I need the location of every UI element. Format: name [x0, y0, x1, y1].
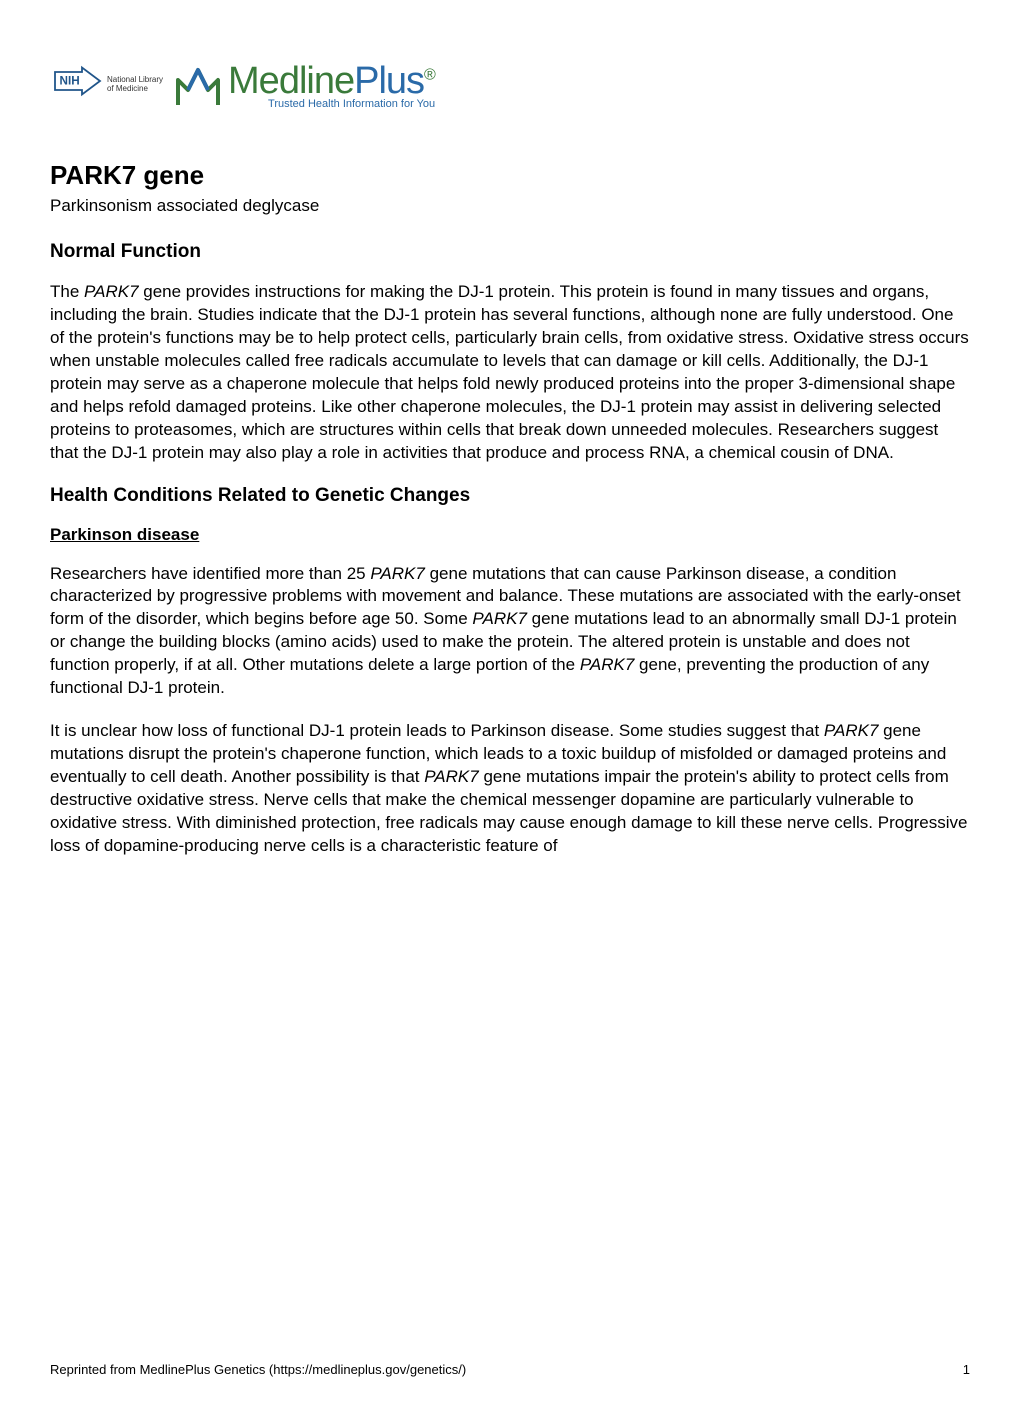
nf-para1-post: gene provides instructions for making th… [50, 282, 969, 462]
hc-para1-pre: Researchers have identified more than 25 [50, 564, 370, 583]
nf-para1-gene: PARK7 [84, 282, 139, 301]
health-conditions-heading: Health Conditions Related to Genetic Cha… [50, 485, 970, 507]
medlineplus-title: MedlinePlus® [228, 60, 435, 103]
hc-para1-gene3: PARK7 [580, 655, 635, 674]
health-conditions-para2: It is unclear how loss of functional DJ-… [50, 720, 970, 858]
nf-para1-pre: The [50, 282, 84, 301]
hc-para1-gene2: PARK7 [472, 609, 527, 628]
medlineplus-logo: MedlinePlus® Trusted Health Information … [173, 60, 435, 110]
health-conditions-para1: Researchers have identified more than 25… [50, 563, 970, 701]
normal-function-heading: Normal Function [50, 241, 970, 263]
nih-library-label: National Library of Medicine [107, 76, 163, 94]
hc-para2-pre: It is unclear how loss of functional DJ-… [50, 721, 824, 740]
logo-container: NIH National Library of Medicine Medline… [50, 60, 970, 110]
footer-page-number: 1 [963, 1362, 970, 1377]
page-title: PARK7 gene [50, 160, 970, 191]
nih-label-line2: of Medicine [107, 85, 163, 94]
footer-source: Reprinted from MedlinePlus Genetics (htt… [50, 1362, 466, 1377]
medlineplus-text-group: MedlinePlus® Trusted Health Information … [228, 60, 435, 110]
hc-para2-gene1: PARK7 [824, 721, 879, 740]
mp-name-part1: Medline [228, 60, 354, 102]
hc-para2-gene2: PARK7 [424, 767, 479, 786]
hc-para1-gene1: PARK7 [370, 564, 425, 583]
nih-logo-icon: NIH [50, 63, 105, 108]
footer: Reprinted from MedlinePlus Genetics (htt… [0, 1362, 1020, 1377]
medlineplus-icon [173, 60, 223, 110]
mp-name-part2: Plus [354, 60, 424, 102]
parkinson-subheading: Parkinson disease [50, 525, 970, 545]
normal-function-para1: The PARK7 gene provides instructions for… [50, 281, 970, 465]
svg-text:NIH: NIH [60, 74, 80, 87]
page-subtitle: Parkinsonism associated deglycase [50, 196, 970, 216]
mp-registered: ® [424, 66, 435, 83]
medlineplus-tagline: Trusted Health Information for You [268, 98, 435, 110]
nih-badge: NIH National Library of Medicine [50, 63, 163, 108]
